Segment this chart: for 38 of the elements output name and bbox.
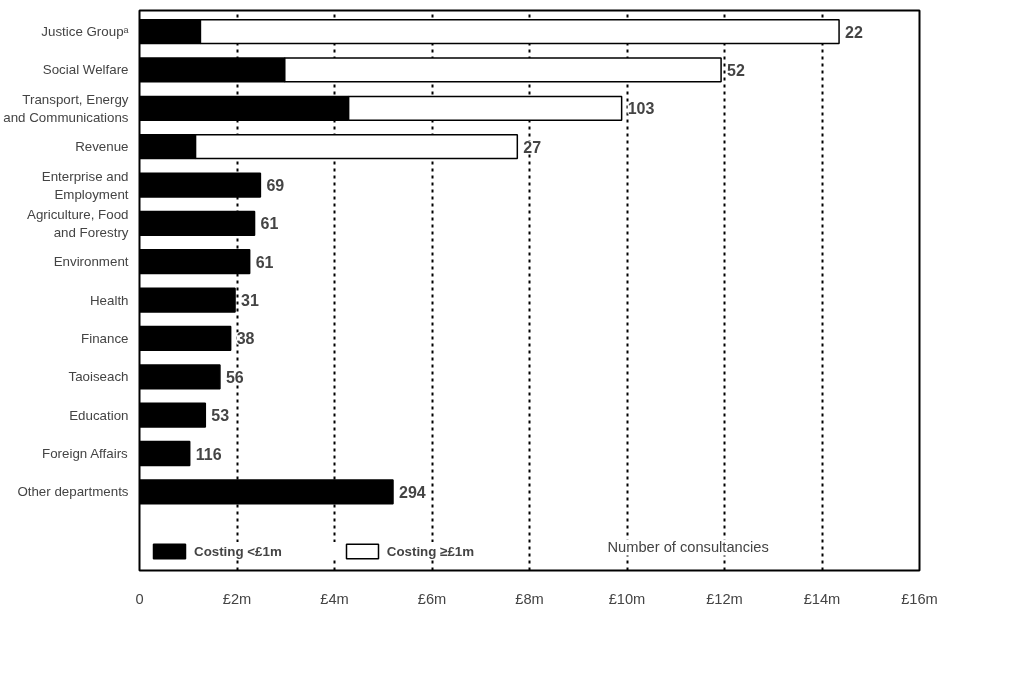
x-tick-label: £10m [608,590,646,607]
x-tick-label: £8m [515,590,544,607]
annotation: 56 [225,368,244,386]
x-tick-label: £6m [417,590,447,607]
x-tick-label: 0 [135,590,144,607]
y-tick-label: Environment [53,254,129,270]
y-tick-label: Other departments [17,484,129,500]
annotation: 27 [523,138,542,156]
legend-label: Costing ≥£1m [386,543,475,559]
y-tick-label: Finance [81,330,129,346]
annotation: 103 [627,100,655,118]
annotation: 294 [399,483,426,501]
text: Number of consultancies [607,539,769,556]
annotation: 22 [845,23,863,41]
annotation: 116 [195,445,222,463]
y-tick-label: Education [69,407,129,423]
y-tick-label: Transport, Energy and Communications [3,91,129,125]
x-tick-label: £4m [320,590,349,607]
x-tick-label: £12m [706,590,743,607]
y-tick-label: Agriculture, Food and Forestry [27,206,129,240]
annotation: 61 [260,215,279,233]
annotation: 52 [727,61,745,79]
y-tick-label: Justice Groupᵃ [41,24,130,40]
y-tick-label: Taoiseach [68,369,129,385]
annotation: 38 [236,330,255,348]
legend-label: Costing <£1m [194,543,282,559]
y-tick-label: Foreign Affairs [42,446,129,462]
annotation: 61 [255,253,274,271]
y-tick-label: Health [89,292,129,308]
y-tick-label: Revenue [75,139,129,155]
x-tick-label: £2m [222,590,252,607]
annotation: 69 [266,177,285,195]
x-tick-label: £16m [901,590,938,607]
x-tick-label: £14m [803,590,841,607]
annotation: 31 [241,292,259,310]
annotation: 53 [211,407,230,425]
y-tick-label: Enterprise and Employment [41,168,129,202]
y-tick-label: Social Welfare [42,62,129,78]
